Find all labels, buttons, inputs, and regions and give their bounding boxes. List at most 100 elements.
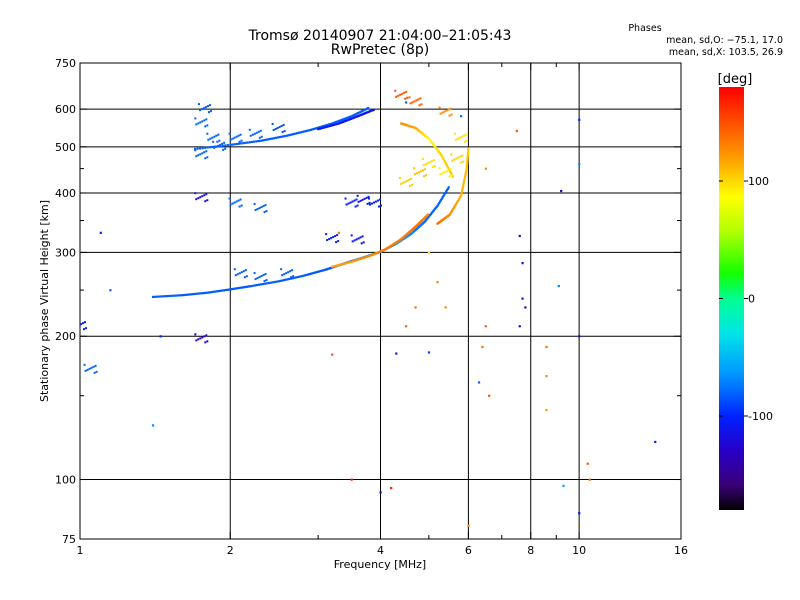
data-point: [154, 295, 157, 298]
data-point: [228, 132, 231, 135]
data-point: [223, 141, 226, 144]
data-point: [248, 285, 251, 288]
data-point: [347, 261, 350, 264]
data-point: [515, 129, 518, 133]
phase-legend-o: mean, sd,O: −75.1, 17.0: [666, 35, 783, 46]
data-point: [197, 122, 200, 125]
data-point: [578, 335, 581, 338]
data-point: [82, 322, 84, 325]
data-point: [365, 107, 369, 110]
data-point: [372, 108, 375, 111]
data-point: [243, 276, 246, 279]
data-point: [453, 205, 456, 208]
data-point: [399, 93, 402, 96]
data-point: [213, 135, 216, 138]
data-point: [310, 272, 313, 275]
data-point: [347, 202, 350, 205]
data-point: [236, 273, 239, 276]
colorbar-tick-label: 100: [748, 175, 769, 188]
data-point: [151, 424, 155, 427]
data-point: [348, 118, 351, 121]
data-point: [429, 213, 432, 217]
data-point: [419, 97, 422, 100]
data-point: [316, 270, 319, 274]
data-point: [285, 272, 288, 275]
data-point: [368, 254, 371, 258]
colorbar-label: [deg]: [718, 72, 753, 87]
data-point: [357, 114, 361, 117]
data-point: [524, 306, 527, 309]
data-point: [460, 192, 463, 195]
data-point: [362, 241, 365, 244]
data-points: [80, 89, 657, 527]
data-point: [83, 328, 85, 331]
data-point: [205, 193, 208, 196]
data-point: [211, 290, 214, 294]
data-point: [449, 212, 452, 215]
data-point: [394, 89, 397, 92]
data-point: [265, 279, 268, 282]
data-point: [466, 156, 469, 159]
data-point: [414, 306, 417, 309]
data-point: [430, 160, 433, 163]
data-point: [445, 190, 448, 193]
data-point: [340, 118, 344, 121]
data-point: [233, 268, 236, 271]
data-point: [429, 212, 433, 215]
data-point: [467, 147, 470, 150]
data-point: [356, 194, 359, 197]
data-point: [204, 146, 207, 149]
chart-title: Tromsø 20140907 21:04:00–21:05:43: [248, 28, 512, 44]
data-point: [318, 126, 322, 129]
data-point: [460, 194, 463, 197]
data-point: [233, 136, 236, 139]
data-point: [281, 131, 284, 134]
data-point: [404, 97, 407, 100]
data-point: [317, 270, 321, 273]
y-tick-label: 300: [55, 246, 76, 259]
data-point: [353, 113, 356, 117]
data-point: [251, 133, 254, 136]
data-point: [370, 253, 373, 257]
data-point: [420, 170, 423, 173]
data-point: [336, 120, 339, 123]
data-point: [464, 171, 467, 174]
data-point: [242, 270, 245, 273]
data-point: [233, 287, 236, 290]
data-point: [231, 143, 234, 146]
data-point: [355, 198, 358, 201]
data-point: [339, 119, 342, 122]
data-point: [269, 281, 272, 284]
data-point: [426, 213, 430, 216]
data-point: [359, 236, 362, 239]
data-point: [240, 142, 243, 145]
data-point: [449, 170, 452, 173]
data-point: [351, 240, 354, 243]
data-point: [356, 258, 360, 261]
data-point: [238, 286, 241, 290]
data-point: [426, 162, 429, 165]
data-point: [308, 129, 311, 132]
data-point: [203, 151, 206, 154]
data-point: [399, 176, 402, 179]
data-point: [434, 145, 437, 149]
data-point: [199, 153, 202, 156]
data-point: [314, 127, 317, 130]
data-point: [221, 144, 224, 147]
data-point: [240, 139, 243, 142]
data-point: [256, 277, 259, 280]
data-point: [297, 131, 301, 134]
data-point: [357, 237, 360, 240]
data-point: [417, 98, 420, 101]
data-point: [409, 102, 412, 105]
data-point: [447, 108, 450, 111]
data-point: [415, 99, 418, 102]
data-point: [195, 339, 198, 342]
data-point: [423, 175, 426, 178]
data-point: [455, 201, 459, 204]
data-point: [461, 135, 464, 138]
data-point: [237, 134, 240, 137]
data-point: [336, 264, 339, 267]
data-point: [224, 144, 227, 147]
data-point: [425, 218, 428, 221]
